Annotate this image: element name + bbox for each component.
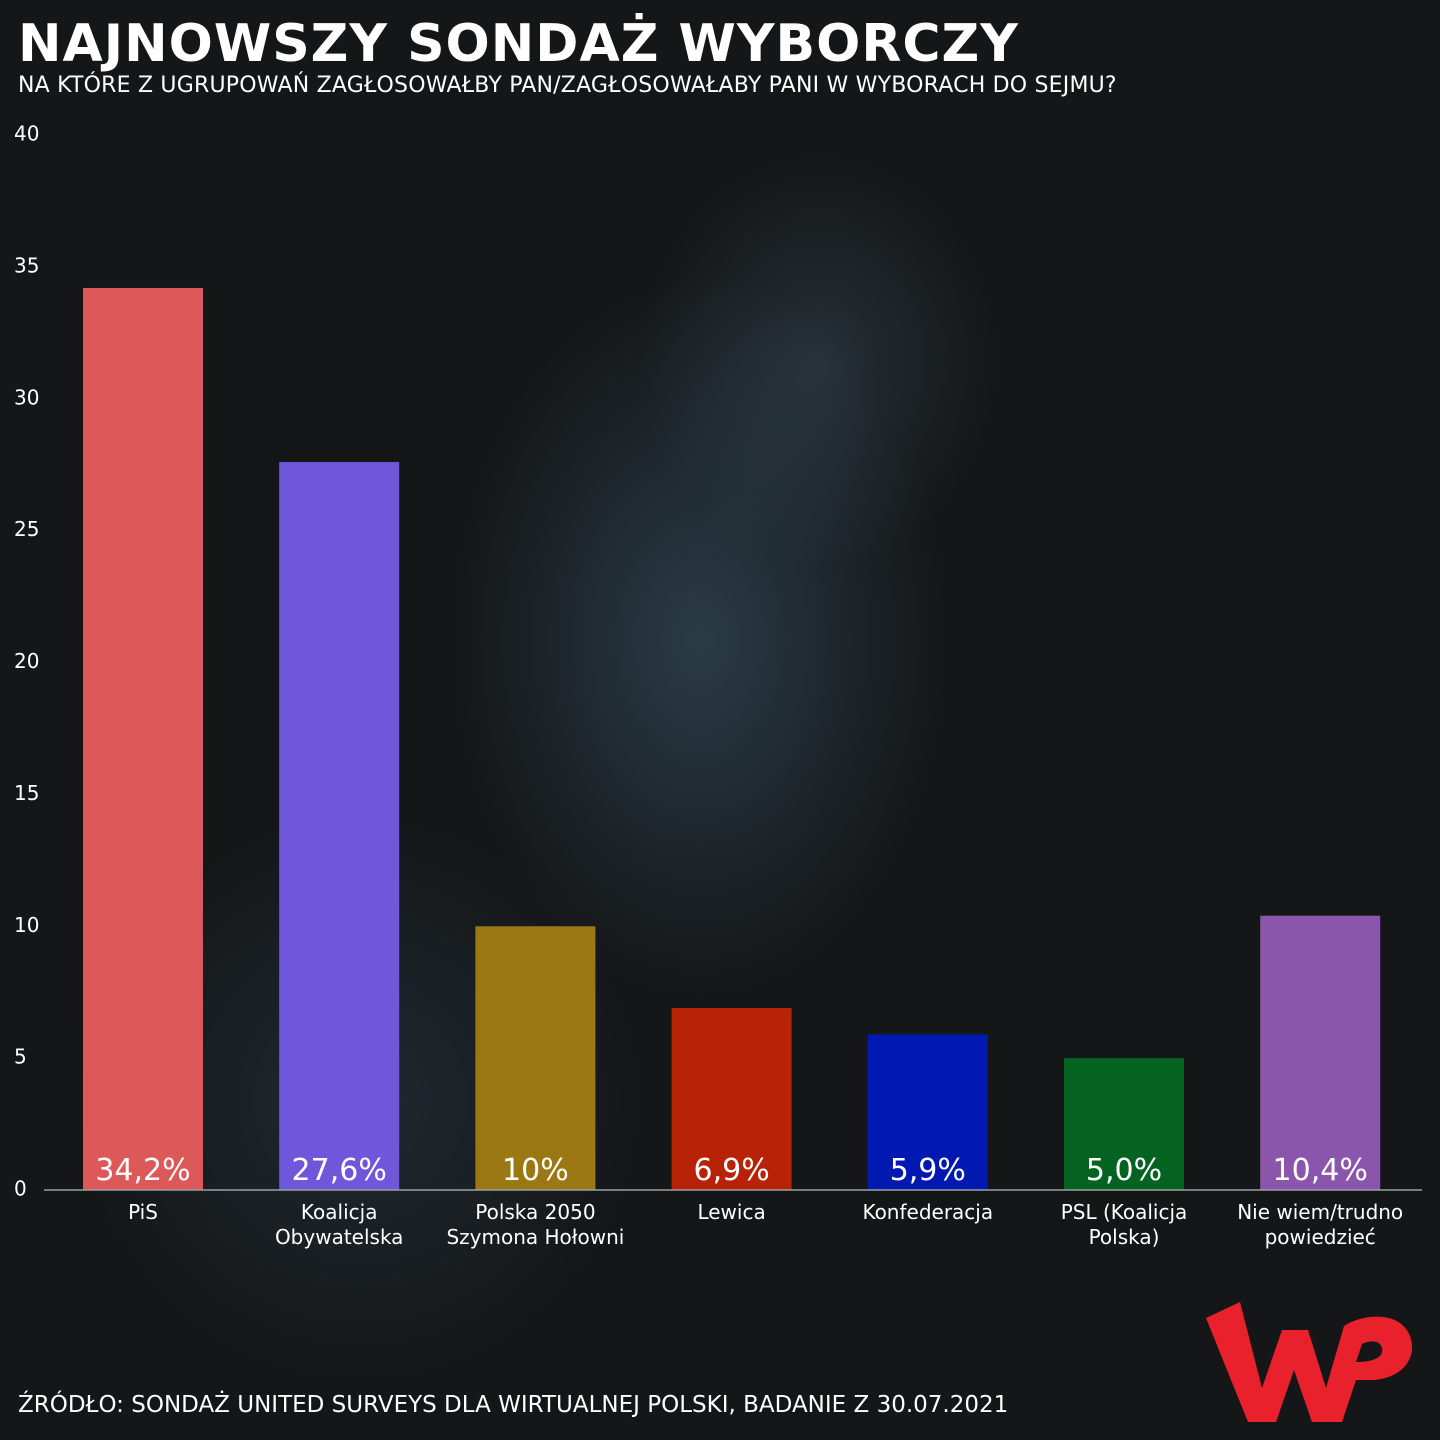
- y-tick-label: 40: [14, 122, 39, 146]
- y-axis-ticks: 0 5 10 15 20 25 30 35 40: [14, 122, 39, 1201]
- y-tick-label: 10: [14, 913, 39, 937]
- bars: [83, 287, 1381, 1191]
- category-label: PSL (Koalicja Polska): [1061, 1200, 1188, 1249]
- category-label: Lewica: [697, 1200, 765, 1224]
- bar: [475, 926, 596, 1190]
- source-note: ŹRÓDŁO: SONDAŻ UNITED SURVEYS DLA WIRTUA…: [18, 1392, 1009, 1418]
- chart-subtitle: NA KTÓRE Z UGRUPOWAŃ ZAGŁOSOWAŁBY PAN/ZA…: [18, 73, 1117, 98]
- data-labels: 34,2% 27,6% 10% 6,9% 5,9% 5,0% 10,4%: [95, 1153, 1368, 1188]
- bar: [279, 462, 400, 1190]
- y-tick-label: 35: [14, 253, 39, 277]
- bar: [671, 1008, 792, 1190]
- data-label: 5,9%: [890, 1153, 966, 1188]
- data-label: 34,2%: [95, 1153, 190, 1188]
- category-label: Polska 2050 Szymona Hołowni: [446, 1200, 624, 1249]
- y-tick-label: 0: [14, 1177, 27, 1201]
- data-label: 27,6%: [292, 1153, 387, 1188]
- y-tick-label: 30: [14, 385, 39, 409]
- wp-logo-icon: [1206, 1302, 1413, 1422]
- y-tick-label: 15: [14, 781, 39, 805]
- y-tick-label: 25: [14, 517, 39, 541]
- chart-title: NAJNOWSZY SONDAŻ WYBORCZY: [18, 14, 1019, 74]
- category-label: Nie wiem/trudno powiedzieć: [1237, 1200, 1403, 1249]
- bar: [83, 287, 203, 1191]
- category-label: Koalicja Obywatelska: [275, 1200, 404, 1249]
- data-label: 10,4%: [1273, 1153, 1368, 1188]
- category-label: PiS: [128, 1200, 158, 1224]
- bar: [1260, 915, 1381, 1190]
- data-label: 10%: [502, 1153, 569, 1188]
- data-label: 5,0%: [1086, 1153, 1162, 1188]
- category-labels: PiS Koalicja Obywatelska Polska 2050 Szymona…: [128, 1200, 1403, 1249]
- category-label: Konfederacja: [862, 1200, 993, 1224]
- y-tick-label: 20: [14, 649, 39, 673]
- y-tick-label: 5: [14, 1045, 27, 1069]
- bar: [1064, 1058, 1184, 1190]
- data-label: 6,9%: [693, 1153, 769, 1188]
- bar: [867, 1034, 988, 1190]
